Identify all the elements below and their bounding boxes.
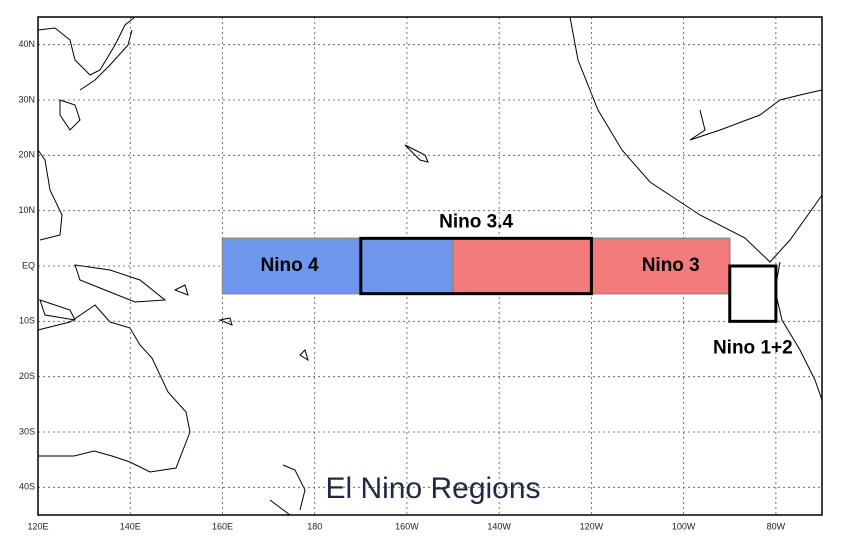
lat-tick-label: 20N [18,150,35,160]
asia-coast [37,16,136,241]
lon-tick-label: 120W [580,521,604,531]
region-box [359,236,593,296]
lat-tick-label: 10S [19,316,35,326]
lat-tick-label: 10N [18,205,35,215]
region-label: Nino 3.4 [439,211,513,232]
lon-tick-label: 80W [767,521,786,531]
region-box [221,237,454,295]
lat-tick-label: 30S [19,426,35,436]
region-label: Nino 4 [260,255,318,276]
lat-tick-label: EQ [22,260,35,270]
lon-tick-label: 100W [672,521,696,531]
map-title: El Nino Regions [325,472,540,505]
region-box [728,264,778,323]
lat-tick-label: 40N [18,39,35,49]
lat-tick-label: 40S [19,482,35,492]
lon-tick-label: 120E [27,521,48,531]
region-label: Nino 1+2 [713,337,793,358]
lat-tick-label: 20S [19,371,35,381]
region-label: Nino 3 [642,255,700,276]
south-america-coast [774,261,823,401]
lon-tick-label: 160E [212,521,233,531]
lon-tick-label: 180 [307,521,322,531]
north-america-coast [569,16,823,263]
lon-tick-label: 140W [487,521,511,531]
map-frame [37,16,823,516]
lat-tick-label: 30N [18,94,35,104]
islands-coast [39,144,429,362]
lon-tick-label: 160W [395,521,419,531]
lon-tick-label: 140E [120,521,141,531]
newzealand-coast [269,464,306,516]
coastlines [37,16,823,516]
australia-coast [37,304,191,473]
